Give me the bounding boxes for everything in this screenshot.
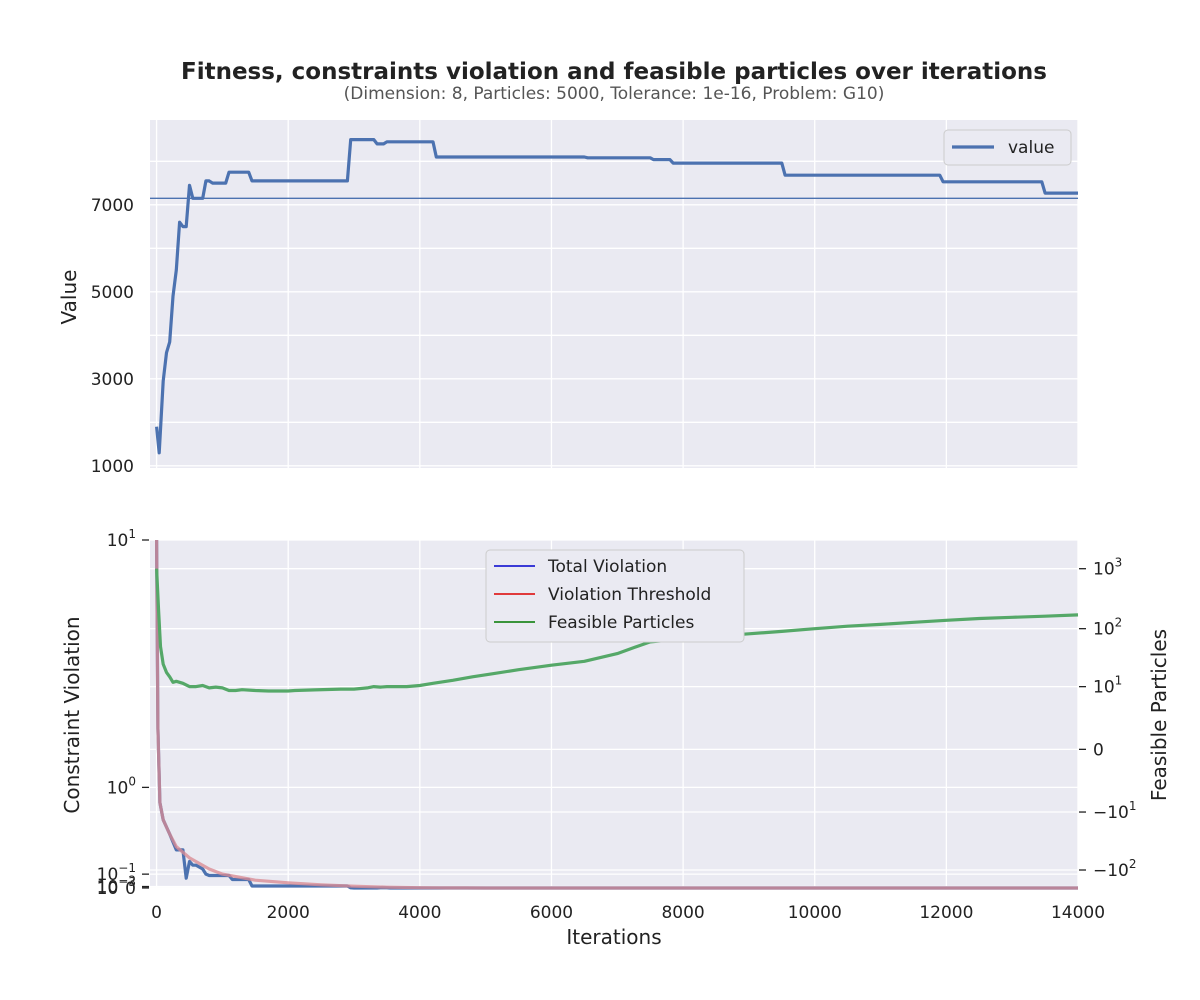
- x-tick-label: 8000: [661, 903, 704, 923]
- top-y-axis-label: Value: [57, 270, 81, 325]
- bottom-y2-axis-label: Feasible Particles: [1147, 629, 1171, 801]
- top-series: [155, 138, 1078, 455]
- bottom-legend-box: [485, 549, 745, 643]
- top-y-tick-label: 5000: [91, 283, 134, 303]
- top-y-ticks: 1000 3000 5000 7000: [91, 196, 134, 477]
- bottom-y2-tick-label: −101: [1093, 799, 1137, 823]
- top-y-tick-label: 7000: [91, 196, 134, 216]
- bottom-y-axis-label: Constraint Violation: [60, 616, 84, 813]
- bottom-y-tick-label: 100: [107, 774, 136, 798]
- legend-label-violation-threshold: Violation Threshold: [548, 585, 711, 605]
- top-y-tick-label: 1000: [91, 457, 134, 477]
- chart-title: Fitness, constraints violation and feasi…: [181, 59, 1047, 85]
- bottom-series-line-violation-threshold: [155, 539, 1078, 890]
- x-tick-label: 6000: [530, 903, 573, 923]
- legend-label-total-violation: Total Violation: [547, 557, 667, 577]
- top-panel: 1000 3000 5000 7000 Value value: [57, 120, 1079, 477]
- x-axis-label: Iterations: [566, 925, 661, 949]
- x-tick-label: 2000: [267, 903, 310, 923]
- bottom-y2-tick-label: 0: [1093, 740, 1104, 760]
- bottom-y2-tick-label: 103: [1093, 556, 1122, 580]
- bottom-y-tick-label: 10−3: [97, 875, 136, 899]
- x-tick-label: 10000: [788, 903, 842, 923]
- top-grid: [150, 120, 1079, 468]
- bottom-legend: Total Violation Violation Threshold Feas…: [485, 549, 745, 643]
- top-legend-box: [943, 129, 1072, 166]
- bottom-y2-tick-label: −102: [1093, 857, 1137, 881]
- bottom-y2-tick-label: 101: [1093, 674, 1122, 698]
- bottom-right-y-ticks: 103 102 101 0 −101 −102: [1079, 556, 1137, 881]
- top-plot-area: [150, 120, 1078, 468]
- top-legend-label-value: value: [1008, 138, 1054, 158]
- x-tick-label: 12000: [919, 903, 973, 923]
- top-legend: value: [943, 129, 1072, 166]
- bottom-y-tick-label: 10−1: [97, 861, 136, 885]
- top-y-tick-label: 3000: [91, 370, 134, 390]
- x-tick-label: 0: [151, 903, 162, 923]
- bottom-y-tick-label: 0: [125, 879, 136, 899]
- chart-subtitle: (Dimension: 8, Particles: 5000, Toleranc…: [344, 84, 885, 104]
- bottom-left-y-ticks: 101 100 10−110−210−30: [97, 527, 149, 899]
- legend-label-feasible-particles: Feasible Particles: [548, 613, 694, 633]
- bottom-y2-tick-label: 102: [1093, 616, 1122, 640]
- bottom-x-ticks: 0 2000 4000 6000 8000 10000 12000 14000: [151, 903, 1105, 923]
- bottom-y-tick-label: 101: [107, 527, 136, 551]
- bottom-series: [155, 539, 1079, 890]
- x-tick-label: 14000: [1051, 903, 1105, 923]
- bottom-y-tick-label: 10−2: [97, 874, 136, 898]
- x-tick-label: 4000: [398, 903, 441, 923]
- top-series-line-value: [155, 138, 1078, 455]
- bottom-series-line-feasible-particles: [155, 568, 1079, 693]
